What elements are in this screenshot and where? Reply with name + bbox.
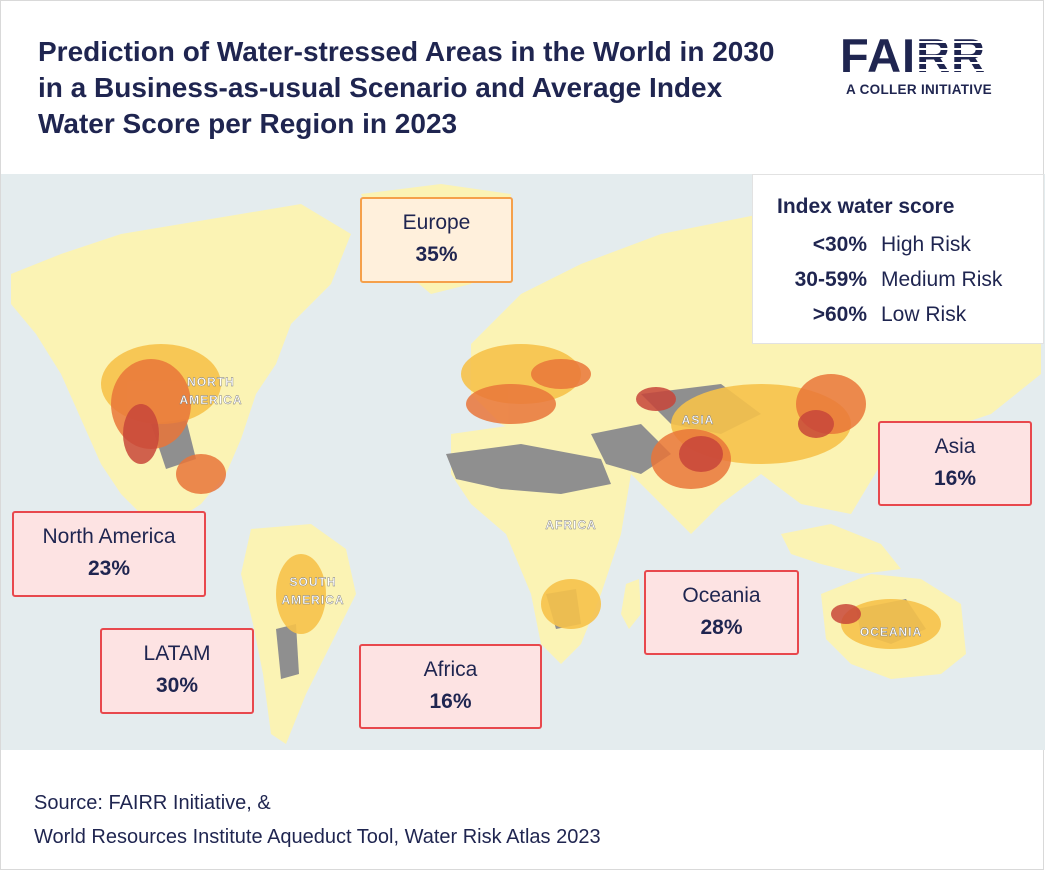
source-line-2: World Resources Institute Aqueduct Tool,…	[34, 826, 601, 848]
south-america-landmass	[241, 524, 356, 744]
eastern-europe-high	[531, 359, 591, 389]
region-name: Oceania	[682, 584, 761, 607]
middle-east-extreme	[636, 387, 676, 411]
legend-range: >60%	[812, 303, 867, 326]
us-southwest-extreme	[123, 404, 159, 464]
australia-extreme	[831, 604, 861, 624]
legend-title: Index water score	[777, 195, 955, 218]
region-box-africa: Africa 16%	[359, 644, 542, 729]
region-name: LATAM	[143, 642, 211, 665]
logo-wordmark: FAIRR	[840, 32, 1015, 79]
map-label-south-america-1: SOUTH	[290, 575, 337, 589]
region-name: Europe	[402, 211, 471, 234]
southeast-asia-islands	[781, 524, 901, 574]
region-box-oceania: Oceania 28%	[644, 570, 799, 655]
region-box-north-america: North America 23%	[12, 511, 206, 597]
map-label-south-america-2: AMERICA	[282, 593, 345, 607]
region-score: 16%	[933, 467, 977, 490]
legend-box: Index water score <30% High Risk 30-59% …	[752, 174, 1044, 344]
region-box-latam: LATAM 30%	[100, 628, 254, 714]
region-score: 16%	[429, 690, 472, 713]
source-line-1: Source: FAIRR Initiative, &	[34, 792, 271, 814]
mediterranean-high	[466, 384, 556, 424]
map-label-north-america-2: AMERICA	[180, 393, 243, 407]
extreme-stress-zones	[123, 387, 861, 624]
region-name: North America	[42, 525, 176, 548]
page-title: Prediction of Water-stressed Areas in th…	[38, 36, 775, 139]
logo-tagline: A COLLER INITIATIVE	[846, 82, 992, 97]
source-note: Source: FAIRR Initiative, & World Resour…	[34, 786, 601, 854]
india-extreme	[679, 436, 723, 472]
madagascar-landmass	[621, 579, 641, 629]
fairr-logo: FAIRR A COLLER INITIATIVE	[840, 32, 1015, 97]
arabia-arid	[591, 424, 671, 474]
legend-row-medium: 30-59% Medium Risk	[753, 268, 1045, 298]
legend-row-low: >60% Low Risk	[753, 303, 1045, 333]
north-china-extreme	[798, 410, 834, 438]
legend-risk: Low Risk	[881, 303, 967, 326]
map-label-africa: AFRICA	[545, 518, 596, 532]
sa-medium	[276, 554, 326, 634]
sahara-arid	[446, 444, 611, 494]
map-label-oceania: OCEANIA	[860, 625, 922, 639]
legend-range: <30%	[812, 233, 867, 256]
andes-arid	[276, 624, 299, 679]
continent-labels: NORTH AMERICA SOUTH AMERICA AFRICA ASIA …	[179, 375, 922, 639]
legend-risk: High Risk	[881, 233, 971, 256]
region-score: 30%	[155, 674, 199, 697]
region-name: Asia	[934, 435, 976, 458]
logo-text-rr: RR	[916, 29, 987, 82]
africa-south-medium	[541, 579, 601, 629]
legend-row-high: <30% High Risk	[753, 233, 1045, 263]
region-score: 35%	[415, 243, 458, 266]
region-box-asia: Asia 16%	[878, 421, 1032, 506]
region-box-europe: Europe 35%	[360, 197, 513, 283]
australia-medium	[841, 599, 941, 649]
region-name: Africa	[423, 658, 478, 681]
region-score: 28%	[700, 616, 743, 639]
map-label-north-america-1: NORTH	[187, 375, 235, 389]
region-score: 23%	[87, 557, 131, 580]
mexico-high	[176, 454, 226, 494]
legend-range: 30-59%	[794, 268, 867, 291]
legend-risk: Medium Risk	[881, 268, 1003, 291]
logo-text-fai: FAI	[840, 29, 917, 82]
map-label-asia: ASIA	[682, 413, 715, 427]
